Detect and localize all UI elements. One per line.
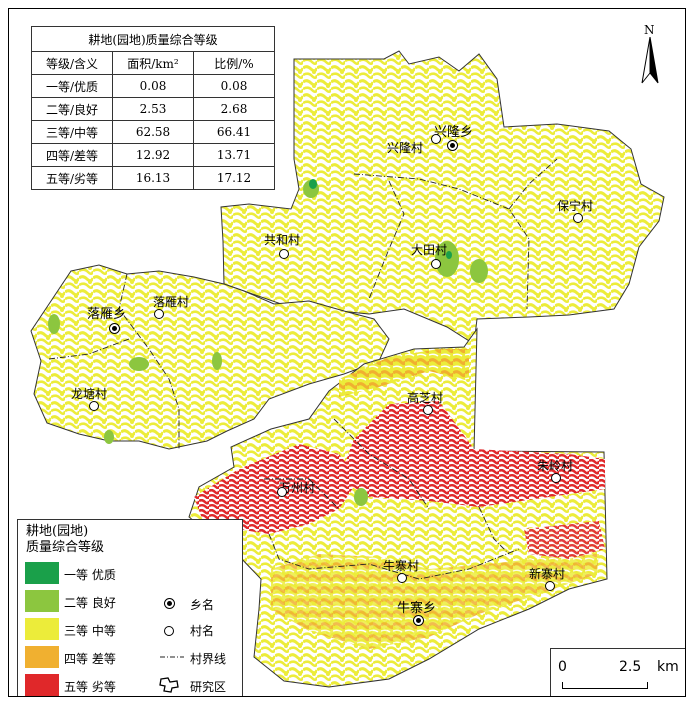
legend-label-grade3: 三等 中等 [64,624,116,638]
row-area: 62.58 [112,120,194,144]
place-wanzhou-village: 万州村 [279,481,316,495]
header-ratio: 比例/% [193,51,275,75]
row-grade: 五等/劣等 [31,166,113,190]
grade-statistics-table: 耕地(园地)质量综合等级 等级/含义 面积/km² 比例/% 一等/优质 0.0… [31,26,275,190]
place-datian-village: 大田村 [411,243,448,257]
table-row: 四等/差等 12.92 13.71 [31,143,275,167]
study-area-north [220,50,665,345]
place-xinglong-village: 兴隆村 [387,141,424,155]
legend-swatch-grade4 [25,646,59,668]
place-luoyan-village: 落雁村 [153,295,190,309]
legend-swatch-grade2 [25,590,59,612]
scale-bar: 0 2.5 km [550,648,685,696]
north-arrow-icon [641,37,659,84]
north-label: N [644,23,655,37]
place-xinglong-town: 兴隆乡 [434,125,474,140]
village-boundary-line-icon [160,656,184,658]
legend-symbol-village: 村名 [190,624,215,638]
place-baoning-village: 保宁村 [557,199,594,213]
grade5-zone-east [524,521,605,559]
village-icon [279,249,289,259]
village-icon [551,473,561,483]
legend-label-grade4: 四等 差等 [64,652,116,666]
row-grade: 四等/差等 [31,143,113,167]
township-icon [109,323,120,334]
map-legend: 耕地(园地) 质量综合等级 一等 优质 二等 良好 三等 中等 四等 差等 五等… [17,519,243,696]
village-icon [573,213,583,223]
place-longtang-village: 龙塘村 [71,387,108,401]
place-niuzhai-village: 牛寨村 [383,559,420,573]
legend-symbol-township: 乡名 [190,598,215,612]
place-zhuqi-village: 朱岭村 [537,459,574,473]
village-icon [545,581,555,591]
grade4-zone-north [339,349,469,397]
legend-label-grade2: 二等 良好 [64,596,116,610]
legend-title-line2: 质量综合等级 [26,540,105,555]
legend-label-grade5: 五等 劣等 [64,680,116,694]
scale-zero: 0 [558,659,567,675]
row-grade: 一等/优质 [31,74,113,98]
row-area: 12.92 [112,143,194,167]
study-area-icon [159,677,179,693]
grade5-zone-central [339,401,605,507]
legend-label-grade1: 一等 优质 [64,568,116,582]
north-arrow: N [638,23,662,85]
place-luoyan-town: 落雁乡 [87,307,127,322]
row-ratio: 0.08 [193,74,275,98]
legend-swatch-grade3 [25,618,59,640]
row-grade: 二等/良好 [31,97,113,121]
row-area: 2.53 [112,97,194,121]
row-area: 16.13 [112,166,194,190]
scale-unit: km [657,659,679,675]
place-gaozhi-village: 高芝村 [407,391,444,405]
village-icon [277,487,287,497]
place-gonghe-village: 共和村 [264,233,301,247]
grade4-zone-south [271,554,599,649]
village-icon [397,573,407,583]
village-boundaries [48,158,558,580]
grade2-patches [48,180,488,506]
row-ratio: 2.68 [193,97,275,121]
village-icon [89,401,99,411]
township-icon [447,140,458,151]
legend-title-line1: 耕地(园地) [26,524,89,539]
village-icon [164,626,174,636]
legend-swatch-grade1 [25,562,59,584]
table-row: 一等/优质 0.08 0.08 [31,74,275,98]
table-row: 三等/中等 62.58 66.41 [31,120,275,144]
header-area: 面积/km² [112,51,194,75]
row-area: 0.08 [112,74,194,98]
village-icon [154,309,164,319]
scale-line [562,682,648,689]
legend-swatch-grade5 [25,674,59,696]
row-ratio: 66.41 [193,120,275,144]
row-ratio: 17.12 [193,166,275,190]
header-grade: 等级/含义 [31,51,113,75]
township-icon [413,615,424,626]
table-title: 耕地(园地)质量综合等级 [31,26,275,52]
legend-symbol-study-area: 研究区 [190,680,227,694]
grade1-patches [309,179,452,259]
row-ratio: 13.71 [193,143,275,167]
village-icon [423,405,433,415]
village-icon [431,259,441,269]
legend-symbol-boundary: 村界线 [190,652,227,666]
map-canvas [30,50,665,688]
township-icon [164,598,175,609]
place-niuzhai-town: 牛寨乡 [397,601,437,616]
village-icon [431,134,441,144]
place-xinzhai-village: 新寨村 [529,567,566,581]
table-row: 二等/良好 2.53 2.68 [31,97,275,121]
table-row: 五等/劣等 16.13 17.12 [31,166,275,190]
map-frame: 耕地(园地)质量综合等级 等级/含义 面积/km² 比例/% 一等/优质 0.0… [8,8,686,697]
scale-value: 2.5 [619,659,642,675]
grade5-zone-west [194,444,359,534]
row-grade: 三等/中等 [31,120,113,144]
